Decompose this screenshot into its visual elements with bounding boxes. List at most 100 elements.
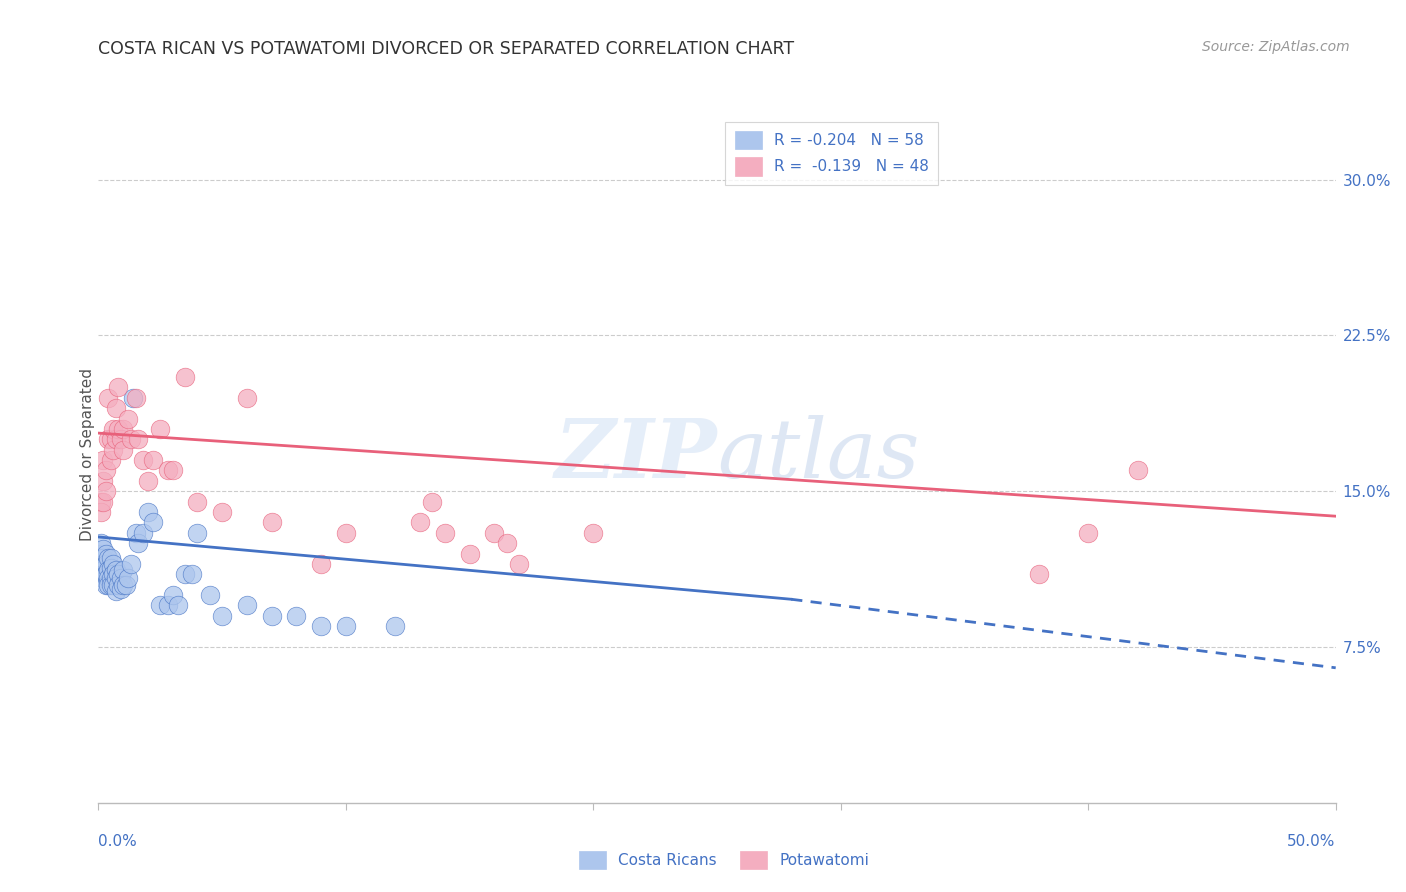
Point: [93, 453, 115, 467]
Text: ZIP: ZIP: [554, 415, 717, 495]
Point: [112, 563, 135, 577]
Point: [422, 494, 444, 508]
Point: [236, 391, 259, 405]
Point: [309, 557, 332, 571]
Point: [124, 391, 146, 405]
Point: [110, 433, 132, 447]
Point: [149, 422, 172, 436]
Point: [186, 525, 208, 540]
Point: [181, 567, 204, 582]
Point: [100, 572, 122, 586]
Point: [93, 494, 115, 508]
Point: [162, 463, 184, 477]
Point: [156, 463, 179, 477]
Point: [93, 550, 115, 565]
Point: [112, 422, 135, 436]
Point: [582, 525, 605, 540]
Point: [132, 525, 155, 540]
Point: [90, 505, 112, 519]
Point: [132, 453, 155, 467]
Point: [103, 422, 125, 436]
Text: atlas: atlas: [717, 415, 920, 495]
Point: [104, 584, 127, 599]
Point: [94, 547, 117, 561]
Point: [236, 599, 259, 613]
Point: [162, 588, 184, 602]
Point: [90, 494, 112, 508]
Point: [94, 578, 117, 592]
Point: [97, 578, 120, 592]
Point: [103, 567, 125, 582]
Point: [97, 572, 120, 586]
Point: [384, 619, 406, 633]
Point: [100, 550, 122, 565]
Point: [93, 557, 115, 571]
Point: [495, 536, 517, 550]
Point: [260, 608, 283, 623]
Point: [93, 474, 115, 488]
Point: [104, 401, 127, 416]
Point: [107, 567, 129, 582]
Point: [112, 578, 135, 592]
Point: [103, 578, 125, 592]
Point: [90, 547, 112, 561]
Point: [93, 542, 115, 557]
Point: [103, 557, 125, 571]
Point: [285, 608, 308, 623]
Point: [211, 608, 233, 623]
Point: [142, 516, 165, 530]
Point: [93, 567, 115, 582]
Point: [458, 547, 481, 561]
Point: [97, 550, 120, 565]
Point: [309, 619, 332, 633]
Point: [114, 578, 136, 592]
Point: [136, 474, 159, 488]
Point: [100, 561, 122, 575]
Point: [120, 557, 142, 571]
Point: [100, 578, 122, 592]
Point: [93, 563, 115, 577]
Point: [335, 619, 357, 633]
Point: [335, 525, 357, 540]
Point: [122, 391, 145, 405]
Point: [93, 572, 115, 586]
Point: [174, 370, 197, 384]
Point: [97, 563, 120, 577]
Point: [94, 463, 117, 477]
Point: [433, 525, 456, 540]
Point: [484, 525, 506, 540]
Point: [90, 536, 112, 550]
Point: [90, 550, 112, 565]
Text: Source: ZipAtlas.com: Source: ZipAtlas.com: [1202, 40, 1350, 54]
Point: [110, 582, 132, 596]
Point: [104, 433, 127, 447]
Point: [174, 567, 197, 582]
Point: [104, 572, 127, 586]
Point: [211, 505, 233, 519]
Point: [1126, 463, 1149, 477]
Point: [409, 516, 432, 530]
Point: [198, 588, 221, 602]
Point: [94, 567, 117, 582]
Point: [124, 525, 146, 540]
Point: [117, 572, 139, 586]
Point: [97, 391, 120, 405]
Text: 50.0%: 50.0%: [1288, 834, 1336, 849]
Y-axis label: Divorced or Separated: Divorced or Separated: [80, 368, 94, 541]
Legend: Costa Ricans, Potawatomi: Costa Ricans, Potawatomi: [572, 845, 876, 875]
Point: [1077, 525, 1099, 540]
Point: [142, 453, 165, 467]
Point: [100, 453, 122, 467]
Point: [112, 442, 135, 457]
Point: [508, 557, 530, 571]
Point: [90, 557, 112, 571]
Point: [127, 433, 149, 447]
Text: COSTA RICAN VS POTAWATOMI DIVORCED OR SEPARATED CORRELATION CHART: COSTA RICAN VS POTAWATOMI DIVORCED OR SE…: [98, 40, 794, 58]
Point: [104, 563, 127, 577]
Point: [120, 433, 142, 447]
Point: [110, 572, 132, 586]
Point: [166, 599, 188, 613]
Point: [97, 433, 120, 447]
Point: [1028, 567, 1050, 582]
Point: [117, 411, 139, 425]
